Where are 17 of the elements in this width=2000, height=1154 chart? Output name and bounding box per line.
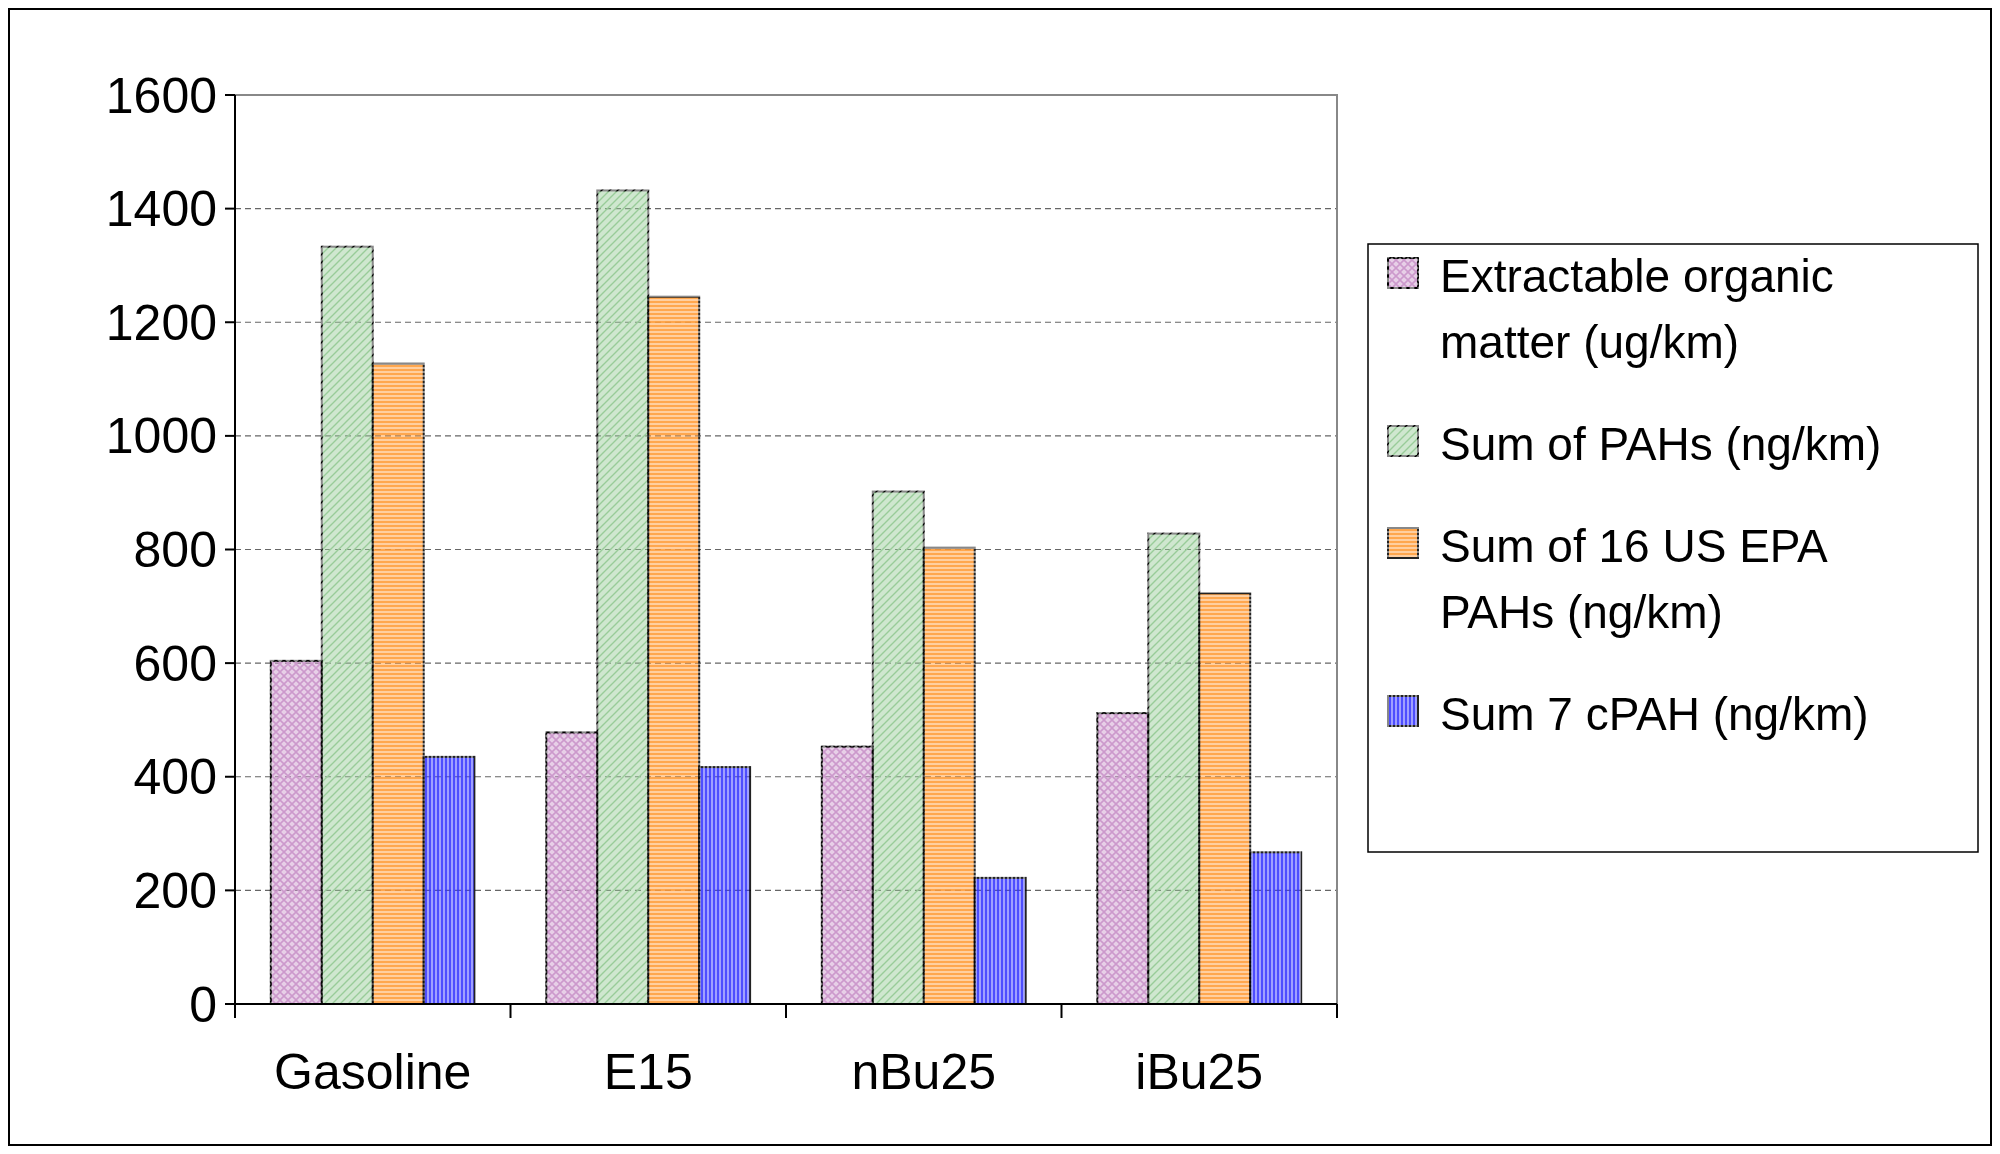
y-tick-label: 400 <box>133 749 217 806</box>
y-tick-label: 200 <box>133 862 217 919</box>
legend-label: Extractable organic matter (ug/km) <box>1440 250 1834 368</box>
y-tick-label: 1600 <box>105 67 217 124</box>
x-tick-label: E15 <box>603 1044 693 1100</box>
y-tick-label: 0 <box>189 976 217 1033</box>
y-tick-label: 1200 <box>105 294 217 351</box>
x-tick-label: iBu25 <box>1135 1044 1264 1100</box>
y-tick-label: 800 <box>133 522 217 578</box>
legend-label: Sum 7 cPAH (ng/km) <box>1440 688 1869 740</box>
legend-label: Sum of PAHs (ng/km) <box>1440 418 1882 470</box>
y-tick-label: 1000 <box>105 408 217 465</box>
x-tick-label: Gasoline <box>274 1044 472 1100</box>
y-tick-label: 600 <box>133 635 217 692</box>
y-tick-label: 1400 <box>105 181 217 238</box>
legend-label: Sum of 16 US EPA PAHs (ng/km) <box>1440 520 1829 638</box>
x-tick-label: nBu25 <box>851 1044 997 1100</box>
